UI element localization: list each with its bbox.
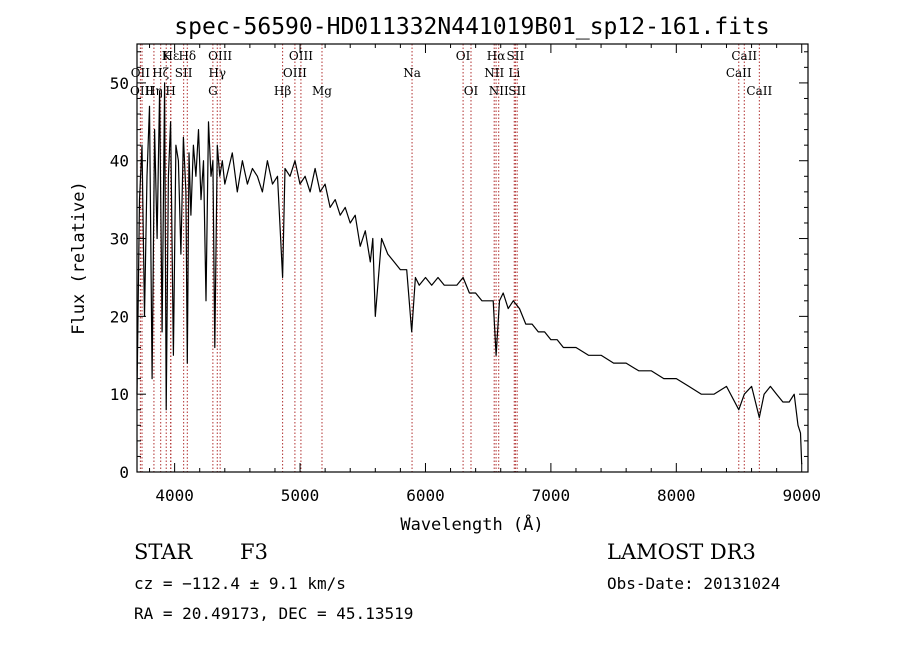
x-axis-label: Wavelength (Å)	[400, 513, 543, 535]
spectral-line-label: Hδ	[178, 49, 196, 63]
spectral-line-label: CaII	[731, 49, 757, 63]
y-tick-label: 10	[110, 385, 129, 404]
spectral-line-label: CaII	[746, 84, 772, 98]
spectral-line-label: OIII	[289, 49, 313, 63]
spectral-line-label: OI	[456, 49, 471, 63]
spectral-line-label: OIII	[208, 49, 232, 63]
x-tick-label: 5000	[281, 486, 320, 505]
spectral-line-label: Hβ	[274, 84, 291, 98]
spectral-line-label: OIII	[130, 84, 154, 98]
y-tick-label: 20	[110, 307, 129, 326]
spectral-line-label: Li	[508, 66, 520, 80]
x-tick-label: 9000	[782, 486, 821, 505]
object-class: STAR	[134, 540, 193, 564]
spectral-line-label: Hγ	[208, 66, 226, 80]
chart-title: spec-56590-HD011332N441019B01_sp12-161.f…	[174, 14, 769, 40]
redshift-value: cz = −112.4 ± 9.1 km/s	[134, 574, 346, 593]
spectral-line-label: OII	[131, 66, 151, 80]
spectral-line-label: OI	[464, 84, 479, 98]
y-axis-label: Flux (relative)	[69, 181, 89, 335]
spectral-line-label: H	[165, 84, 175, 98]
x-tick-label: 6000	[406, 486, 445, 505]
object-subclass: F3	[240, 540, 268, 564]
x-tick-label: 7000	[532, 486, 571, 505]
spectral-line-label: SII	[507, 49, 525, 63]
y-tick-label: 0	[119, 463, 129, 482]
spectral-line-label: OIII	[283, 66, 307, 80]
spectral-line-label: NII	[484, 66, 504, 80]
spectral-line-label: Mg	[312, 84, 332, 98]
y-tick-label: 40	[110, 152, 129, 171]
observation-date: Obs-Date: 20131024	[607, 574, 781, 593]
x-tick-label: 8000	[657, 486, 696, 505]
plot-frame	[136, 43, 809, 473]
spectral-line-label: SII	[175, 66, 193, 80]
axis-ticks: 4000 5000 6000 7000 8000 9000 0 10 20 30 40 50	[110, 44, 821, 505]
survey-name: LAMOST DR3	[607, 540, 756, 564]
spectral-line-label: Hα	[487, 49, 506, 63]
spectral-line-markers	[139, 44, 760, 472]
spectral-line-label: G	[208, 84, 218, 98]
spectral-line-label: Hζ	[152, 66, 169, 80]
spectral-line-label: Na	[403, 66, 421, 80]
spectral-line-label: Hη	[145, 84, 163, 98]
y-tick-label: 50	[110, 74, 129, 93]
y-tick-label: 30	[110, 230, 129, 249]
spectral-line-label: SII	[508, 84, 526, 98]
spectral-line-label: NII	[489, 84, 509, 98]
spectrum-line	[136, 82, 803, 465]
spectral-line-label: CaII	[726, 66, 752, 80]
spectral-line-label: K	[162, 49, 172, 63]
x-tick-label: 4000	[155, 486, 194, 505]
coordinates: RA = 20.49173, DEC = 45.13519	[134, 604, 414, 623]
